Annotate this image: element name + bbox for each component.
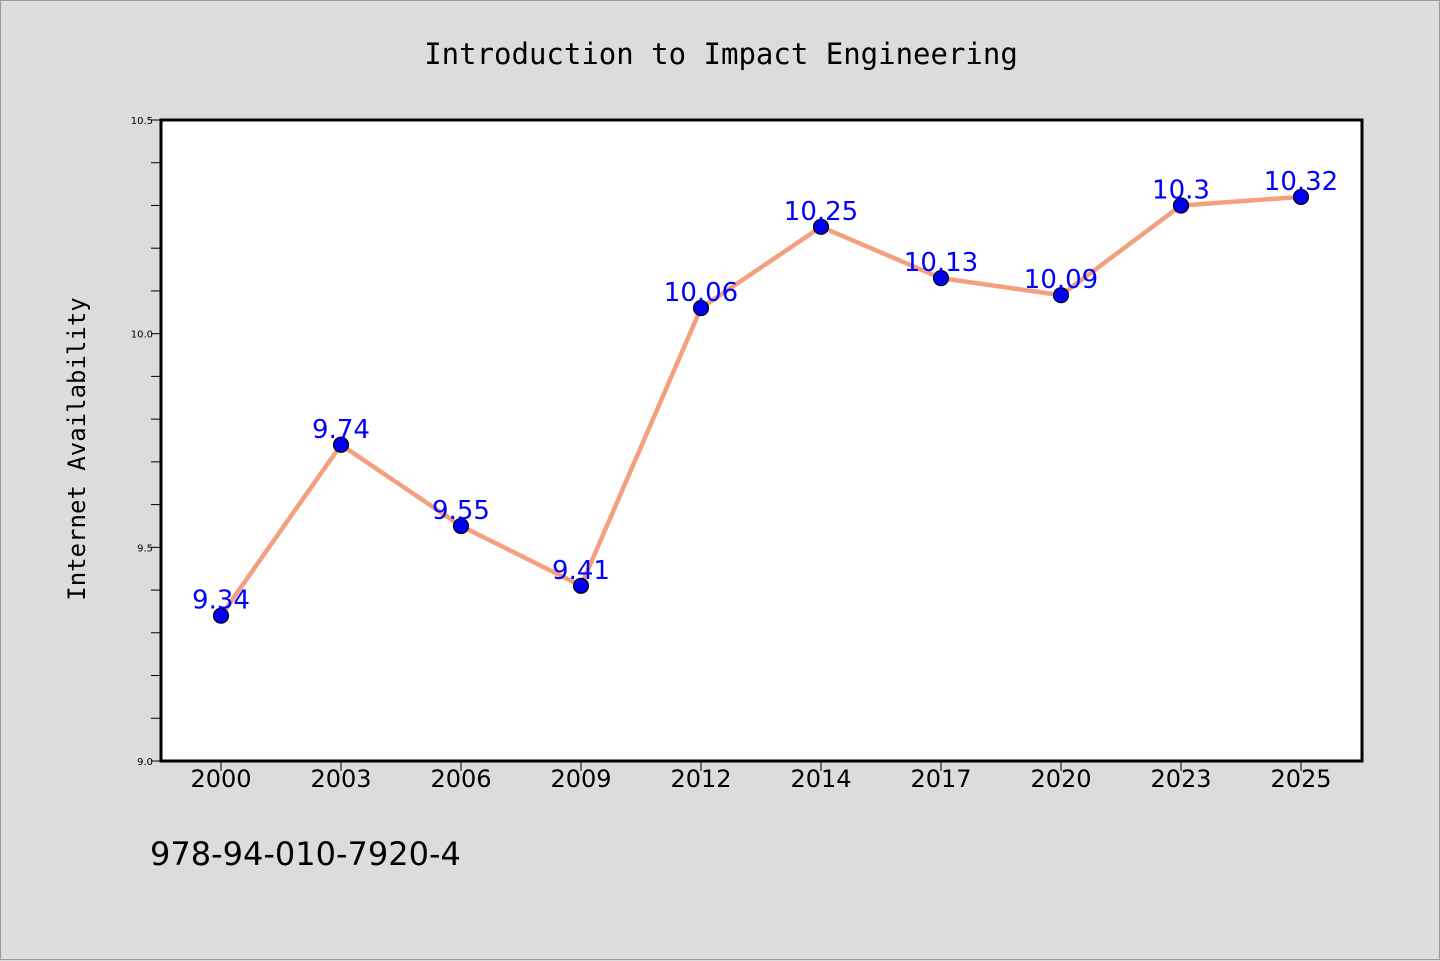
y-tick-label: 9.0 — [137, 757, 153, 768]
x-tick-label: 2023 — [1150, 765, 1211, 793]
chart-title: Introduction to Impact Engineering — [424, 37, 1018, 71]
data-label: 10.3 — [1152, 175, 1210, 205]
x-tick-label: 2014 — [790, 765, 851, 793]
data-labels-group: 9.34 9.74 9.55 9.41 10.06 10.25 10.13 10.09 10.3… — [192, 167, 1338, 616]
x-tick-label: 2020 — [1030, 765, 1091, 793]
data-point — [692, 299, 710, 317]
plot-area — [161, 120, 1362, 761]
x-axis: 2000 2003 2006 2009 2012 2014 2017 2020 2023 2025 — [190, 761, 1332, 793]
data-label: 9.34 — [192, 586, 250, 616]
x-tick-label: 2006 — [430, 765, 491, 793]
data-point — [1052, 287, 1070, 304]
data-point — [212, 607, 230, 624]
x-tick-label: 2025 — [1270, 765, 1331, 793]
data-point — [812, 218, 830, 235]
y-axis-label: Internet Availability — [63, 297, 91, 600]
x-tick-label: 2009 — [550, 765, 611, 793]
data-label: 10.32 — [1264, 167, 1338, 197]
y-axis: 9.0 9.5 10.0 10.5 — [131, 116, 161, 768]
series-points-group — [212, 188, 1310, 624]
isbn-text: 978-94-010-7920-4 — [150, 835, 461, 873]
y-tick-label: 10.5 — [131, 116, 153, 127]
data-point — [1292, 188, 1310, 206]
x-tick-label: 2017 — [910, 765, 971, 793]
data-label: 10.25 — [784, 197, 858, 227]
data-point — [332, 436, 350, 453]
data-label: 10.06 — [664, 278, 738, 308]
data-label: 10.09 — [1024, 265, 1098, 295]
series-line — [219, 194, 1302, 617]
data-point — [572, 577, 590, 594]
data-label: 9.74 — [312, 415, 370, 445]
data-label: 9.55 — [432, 496, 490, 526]
x-tick-label: 2000 — [190, 765, 251, 793]
data-label: 10.13 — [904, 248, 978, 278]
data-point — [452, 517, 470, 535]
data-point — [932, 270, 950, 287]
data-label: 9.41 — [552, 556, 610, 586]
x-tick-label: 2003 — [310, 765, 371, 793]
plot-border — [159, 118, 1364, 763]
y-tick-label: 10.0 — [131, 330, 153, 341]
x-tick-label: 2012 — [670, 765, 731, 793]
series-line-group — [219, 194, 1302, 617]
data-point — [1172, 197, 1190, 214]
y-tick-label: 9.5 — [137, 543, 153, 554]
